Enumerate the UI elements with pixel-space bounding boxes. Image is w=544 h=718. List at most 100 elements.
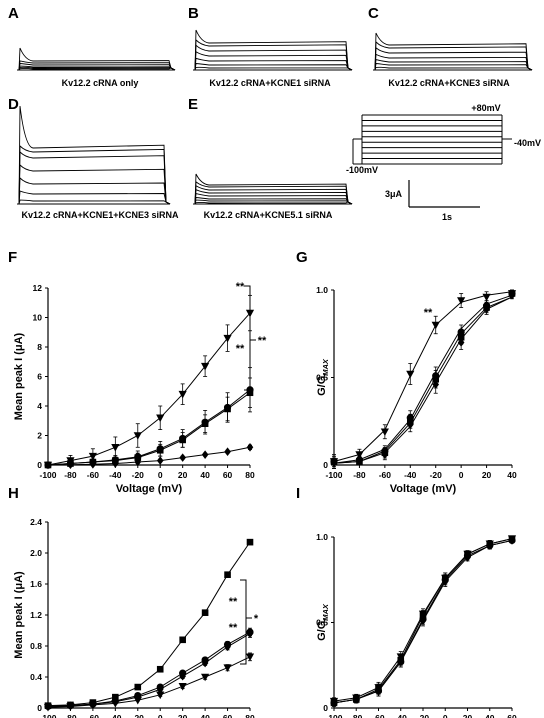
y-tick-label: 0.5	[316, 618, 328, 628]
x-tick-label: 20	[178, 713, 188, 718]
data-point-diamond	[375, 686, 382, 696]
data-point-diamond	[224, 447, 231, 457]
y-tick-label: 1.0	[316, 532, 328, 542]
current-trace	[194, 51, 353, 71]
current-trace	[18, 163, 171, 205]
series-square	[44, 538, 254, 709]
current-trace	[374, 63, 533, 71]
data-point-diamond	[44, 460, 52, 470]
current-trace	[374, 66, 533, 71]
x-tick-label: 40	[200, 713, 210, 718]
x-tick-label: -80	[350, 713, 363, 718]
x-tick-label: -40	[109, 713, 122, 718]
significance-bracket	[240, 579, 247, 665]
data-point-diamond	[464, 553, 471, 562]
x-tick-label: 20	[463, 713, 473, 718]
data-point-square	[179, 436, 186, 444]
y-axis-label: G/GMAX	[316, 603, 330, 641]
protocol-top-label: +80mV	[471, 103, 500, 113]
panel-label-d: D	[8, 96, 19, 113]
current-trace	[18, 47, 176, 71]
data-point-triangle-down	[66, 703, 75, 711]
y-tick-label: 1.2	[30, 610, 42, 620]
x-tick-label: -100	[325, 470, 342, 480]
data-point-diamond	[156, 456, 164, 465]
current-trace	[194, 189, 353, 205]
x-tick-label: -40	[404, 470, 417, 480]
x-tick-label: 0	[459, 470, 464, 480]
caption-a: Kv12.2 cRNA only	[62, 78, 139, 88]
data-point-diamond	[330, 698, 338, 708]
data-point-square	[201, 609, 209, 616]
y-tick-label: 0	[323, 460, 328, 470]
panel-label-a: A	[8, 5, 19, 22]
data-point-square	[246, 389, 254, 397]
series-line	[47, 312, 251, 466]
x-tick-label: -60	[379, 470, 392, 480]
current-trace	[374, 59, 533, 71]
significance-label: **	[236, 281, 245, 293]
current-trace	[374, 46, 533, 71]
current-trace	[194, 173, 353, 205]
data-point-triangle-down	[156, 691, 165, 700]
current-trace	[374, 53, 533, 71]
data-point-triangle-down	[223, 664, 232, 672]
current-trace	[194, 185, 353, 205]
data-point-square	[224, 571, 231, 578]
data-point-triangle-down	[201, 362, 210, 371]
y-tick-label: 2.0	[30, 548, 42, 558]
data-point-diamond	[179, 453, 186, 462]
significance-label: **	[229, 596, 238, 608]
current-traces-c	[373, 32, 533, 71]
voltage-protocol	[352, 114, 512, 165]
series-line	[333, 291, 513, 462]
x-tick-label: 20	[178, 470, 188, 480]
y-tick-label: 10	[33, 313, 43, 323]
significance-label: **	[424, 307, 433, 319]
series-diamond	[330, 536, 516, 708]
data-point-diamond	[201, 450, 209, 459]
data-point-triangle-down	[156, 414, 165, 423]
y-tick-label: 6	[37, 372, 42, 382]
data-point-triangle-down	[111, 444, 120, 452]
y-tick-label: 1.6	[30, 579, 42, 589]
panel-label-e: E	[188, 96, 198, 113]
data-point-square	[112, 693, 119, 701]
data-point-triangle-down	[178, 683, 187, 691]
data-point-diamond	[406, 420, 414, 430]
current-trace	[18, 105, 171, 205]
current-traces-a	[17, 47, 176, 71]
data-point-triangle-down	[355, 451, 364, 459]
y-tick-label: 0.5	[316, 373, 328, 383]
x-tick-label: -20	[132, 470, 145, 480]
data-point-diamond	[134, 457, 142, 467]
data-point-diamond	[224, 642, 231, 652]
data-point-diamond	[457, 338, 465, 347]
y-tick-label: 12	[33, 283, 43, 293]
x-tick-label: -20	[417, 713, 430, 718]
current-trace	[194, 57, 353, 71]
x-tick-label: 40	[507, 470, 517, 480]
data-point-diamond	[441, 577, 449, 586]
data-point-diamond	[419, 616, 427, 626]
current-traces-b	[193, 29, 353, 71]
caption-b: Kv12.2 cRNA+KCNE1 siRNA	[209, 78, 331, 88]
current-trace	[374, 32, 533, 71]
data-point-diamond	[201, 658, 209, 668]
y-tick-label: 0	[323, 703, 328, 713]
x-tick-label: 60	[223, 470, 233, 480]
data-point-diamond	[246, 443, 254, 452]
panel-label-f: F	[8, 249, 17, 266]
data-point-diamond	[67, 460, 74, 470]
current-trace	[194, 201, 353, 205]
series-line	[333, 296, 513, 464]
current-trace	[194, 66, 353, 71]
data-point-square	[246, 538, 254, 546]
series-diamond	[44, 629, 254, 711]
current-trace	[18, 190, 171, 205]
data-point-diamond	[356, 457, 363, 466]
series-triangle-down	[43, 652, 255, 712]
y-tick-label: 0	[37, 703, 42, 713]
data-point-diamond	[352, 695, 360, 704]
